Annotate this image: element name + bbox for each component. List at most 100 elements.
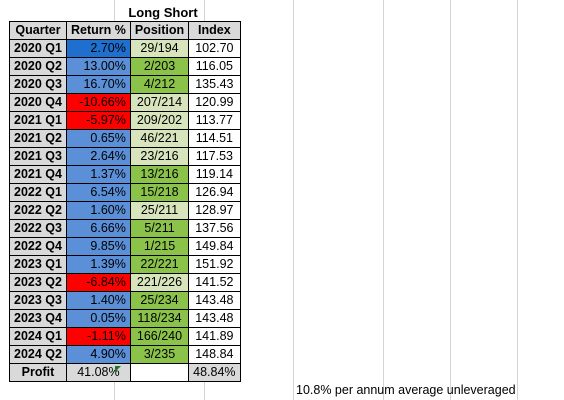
quarter-cell[interactable]: 2022 Q3 [9,219,67,238]
annual-average-note[interactable]: 10.8% per annum average unleveraged [296,383,516,397]
table-title[interactable]: Long Short [128,5,198,20]
index-cell[interactable]: 116.05 [188,57,241,76]
header-quarter[interactable]: Quarter [9,21,67,40]
position-cell[interactable]: 118/234 [129,309,190,328]
table-row: 2021 Q4 1.37% 13/216 119.14 [9,165,241,184]
quarter-cell[interactable]: 2020 Q4 [9,93,67,112]
table-row: 2022 Q3 6.66% 5/211 137.56 [9,219,241,238]
return-cell[interactable]: 6.66% [65,219,131,238]
table-row: 2022 Q1 6.54% 15/218 126.94 [9,183,241,202]
return-cell[interactable]: 6.54% [65,183,131,202]
return-cell[interactable]: 16.70% [65,75,131,94]
position-cell[interactable]: 13/216 [129,165,190,184]
quarter-cell[interactable]: 2021 Q3 [9,147,67,166]
position-cell[interactable]: 5/211 [129,219,190,238]
quarter-cell[interactable]: 2021 Q4 [9,165,67,184]
index-cell[interactable]: 119.14 [188,165,241,184]
position-cell[interactable]: 3/235 [129,345,190,364]
profit-index[interactable]: 48.84% [188,363,241,382]
quarter-cell[interactable]: 2022 Q4 [9,237,67,256]
index-cell[interactable]: 141.89 [188,327,241,346]
position-cell[interactable]: 23/216 [129,147,190,166]
position-cell[interactable]: 207/214 [129,93,190,112]
table-row: 2020 Q2 13.00% 2/203 116.05 [9,57,241,76]
index-cell[interactable]: 126.94 [188,183,241,202]
index-cell[interactable]: 148.84 [188,345,241,364]
index-cell[interactable]: 151.92 [188,255,241,274]
position-cell[interactable]: 2/203 [129,57,190,76]
return-cell[interactable]: 1.37% [65,165,131,184]
return-cell[interactable]: 0.65% [65,129,131,148]
position-cell[interactable]: 166/240 [129,327,190,346]
quarter-cell[interactable]: 2023 Q2 [9,273,67,292]
position-cell[interactable]: 25/234 [129,291,190,310]
table-row: 2020 Q4 -10.66% 207/214 120.99 [9,93,241,112]
position-cell[interactable]: 46/221 [129,129,190,148]
sheet-gridline [517,0,518,400]
profit-return[interactable]: 41.08% [65,363,131,382]
return-cell[interactable]: 1.40% [65,291,131,310]
position-cell[interactable]: 1/215 [129,237,190,256]
sheet-gridline [383,0,384,400]
header-return[interactable]: Return % [65,21,131,40]
table-row: 2021 Q2 0.65% 46/221 114.51 [9,129,241,148]
quarter-cell[interactable]: 2024 Q1 [9,327,67,346]
table-row: 2023 Q1 1.39% 22/221 151.92 [9,255,241,274]
quarter-cell[interactable]: 2020 Q3 [9,75,67,94]
return-cell[interactable]: 9.85% [65,237,131,256]
sheet-gridline [293,0,294,400]
position-cell[interactable]: 221/226 [129,273,190,292]
quarter-cell[interactable]: 2023 Q3 [9,291,67,310]
header-position[interactable]: Position [129,21,190,40]
quarter-cell[interactable]: 2020 Q2 [9,57,67,76]
index-cell[interactable]: 113.77 [188,111,241,130]
header-index[interactable]: Index [188,21,241,40]
index-cell[interactable]: 114.51 [188,129,241,148]
quarter-cell[interactable]: 2024 Q2 [9,345,67,364]
return-cell[interactable]: -10.66% [65,93,131,112]
quarter-cell[interactable]: 2022 Q1 [9,183,67,202]
table-row: 2024 Q1 -1.11% 166/240 141.89 [9,327,241,346]
return-cell[interactable]: -6.84% [65,273,131,292]
return-cell[interactable]: 2.64% [65,147,131,166]
profit-label[interactable]: Profit [9,363,67,382]
return-cell[interactable]: 13.00% [65,57,131,76]
table-row: 2023 Q2 -6.84% 221/226 141.52 [9,273,241,292]
position-cell[interactable]: 29/194 [129,39,190,58]
return-cell[interactable]: 1.60% [65,201,131,220]
quarter-cell[interactable]: 2020 Q1 [9,39,67,58]
return-cell[interactable]: 2.70% [65,39,131,58]
return-cell[interactable]: -5.97% [65,111,131,130]
index-cell[interactable]: 102.70 [188,39,241,58]
table-row: 2021 Q3 2.64% 23/216 117.53 [9,147,241,166]
index-cell[interactable]: 149.84 [188,237,241,256]
position-cell[interactable]: 22/221 [129,255,190,274]
return-cell[interactable]: -1.11% [65,327,131,346]
quarter-cell[interactable]: 2021 Q2 [9,129,67,148]
table-row: 2023 Q4 0.05% 118/234 143.48 [9,309,241,328]
quarter-cell[interactable]: 2021 Q1 [9,111,67,130]
return-cell[interactable]: 4.90% [65,345,131,364]
table-row: 2023 Q3 1.40% 25/234 143.48 [9,291,241,310]
position-cell[interactable]: 209/202 [129,111,190,130]
return-cell[interactable]: 1.39% [65,255,131,274]
return-cell[interactable]: 0.05% [65,309,131,328]
profit-row: Profit 41.08% 48.84% [9,363,241,382]
table-row: 2022 Q2 1.60% 25/211 128.97 [9,201,241,220]
quarter-cell[interactable]: 2022 Q2 [9,201,67,220]
profit-position[interactable] [129,363,190,382]
position-cell[interactable]: 4/212 [129,75,190,94]
index-cell[interactable]: 128.97 [188,201,241,220]
index-cell[interactable]: 135.43 [188,75,241,94]
position-cell[interactable]: 15/218 [129,183,190,202]
index-cell[interactable]: 117.53 [188,147,241,166]
quarter-cell[interactable]: 2023 Q1 [9,255,67,274]
position-cell[interactable]: 25/211 [129,201,190,220]
index-cell[interactable]: 143.48 [188,309,241,328]
quarter-cell[interactable]: 2023 Q4 [9,309,67,328]
index-cell[interactable]: 143.48 [188,291,241,310]
index-cell[interactable]: 120.99 [188,93,241,112]
index-cell[interactable]: 141.52 [188,273,241,292]
index-cell[interactable]: 137.56 [188,219,241,238]
table-row: 2024 Q2 4.90% 3/235 148.84 [9,345,241,364]
